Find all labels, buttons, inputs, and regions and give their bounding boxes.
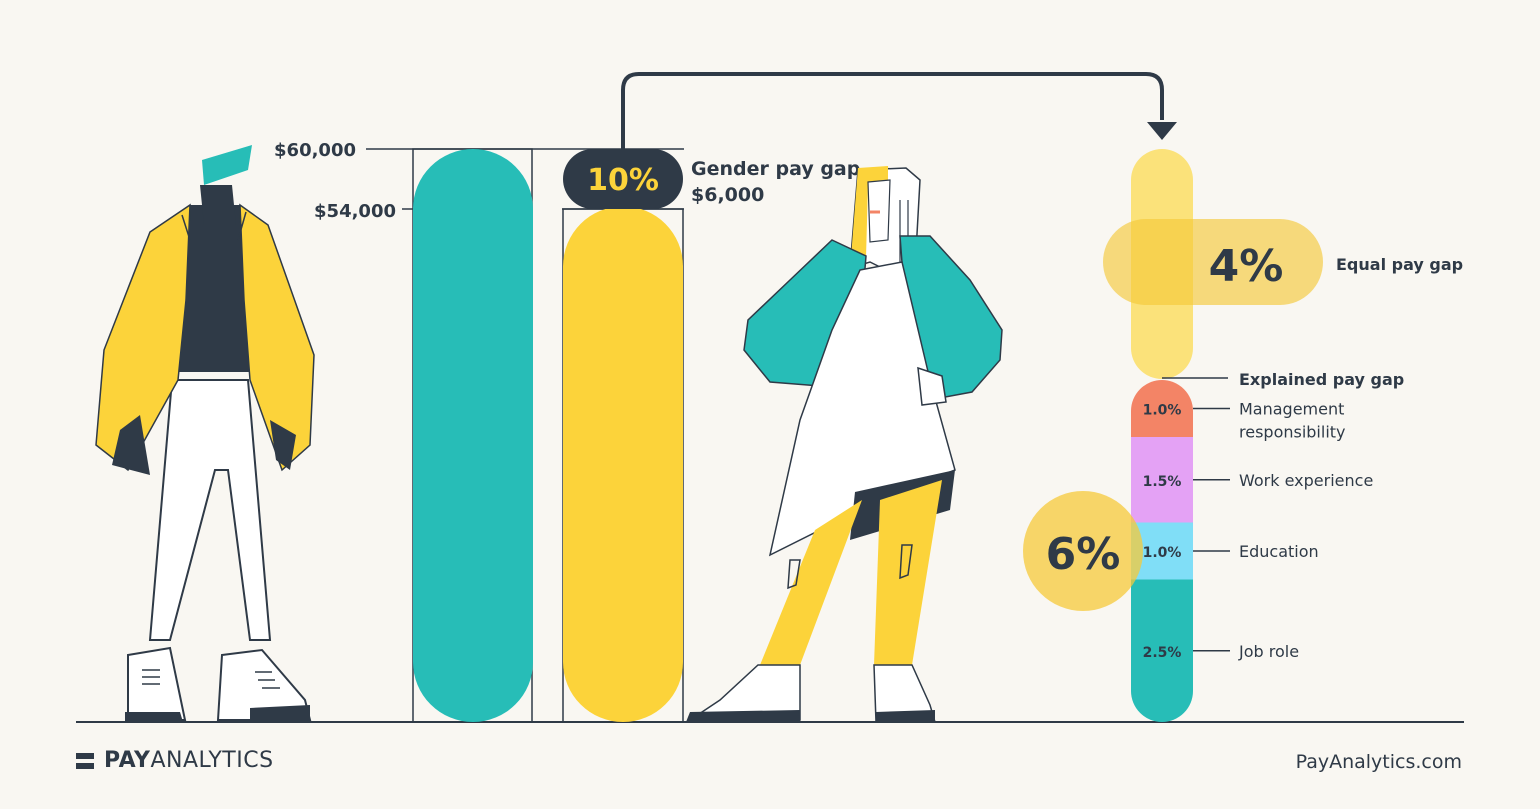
stack-category-label-2: Work experience xyxy=(1239,471,1373,490)
stack-category-label-4: Job role xyxy=(1238,642,1299,661)
stack-value-label-3: 1.0% xyxy=(1143,545,1182,561)
y-label-54000: $54,000 xyxy=(314,201,396,222)
arrow-head-icon xyxy=(1147,122,1177,140)
payanalytics-logo: PAYANALYTICS xyxy=(76,748,274,773)
stack-value-label-4: 2.5% xyxy=(1143,645,1182,661)
men-salary-bar xyxy=(413,149,533,722)
y-label-60000: $60,000 xyxy=(274,140,356,161)
salary-bar-chart: $60,000 $54,000 10% Gender pay gap $6,00… xyxy=(274,140,860,723)
stack-category-label-3: Education xyxy=(1239,542,1319,561)
equal-gap-horizontal-pill xyxy=(1103,219,1323,305)
explained-gap-stack xyxy=(1131,380,1193,722)
gap-connector-arrow xyxy=(621,72,1164,149)
stack-segment-1 xyxy=(1131,380,1193,437)
explained-gap-label: Explained pay gap xyxy=(1239,370,1404,389)
gap-percent-label: 10% xyxy=(587,163,659,198)
logo-mark-icon xyxy=(76,752,94,769)
stack-category-label-1: Management responsibility xyxy=(1239,400,1346,442)
man-illustration xyxy=(95,145,315,722)
explained-gap-stack-labels: 1.0% Management responsibility 1.5% Work exp… xyxy=(1143,400,1374,661)
stack-segment-4 xyxy=(1131,579,1193,722)
stack-value-label-1: 1.0% xyxy=(1143,403,1182,419)
stack-segment-2 xyxy=(1131,437,1193,523)
explained-gap-percent: 6% xyxy=(1046,529,1121,580)
gap-title: Gender pay gap xyxy=(691,158,860,180)
woman-illustration xyxy=(686,166,1003,723)
women-salary-bar xyxy=(563,206,683,723)
equal-gap-percent: 4% xyxy=(1209,241,1284,292)
gap-percent-badge xyxy=(563,149,683,209)
website-url: PayAnalytics.com xyxy=(1295,751,1462,773)
logo-light-text: ANALYTICS xyxy=(150,748,274,773)
gap-amount: $6,000 xyxy=(691,184,764,206)
logo-bold-text: PAY xyxy=(104,748,151,773)
equal-gap-label: Equal pay gap xyxy=(1336,255,1463,274)
pay-gap-breakdown: 4% Equal pay gap Explained pay gap 1.0% M… xyxy=(1023,149,1463,722)
explained-gap-circle xyxy=(1023,491,1143,611)
stack-value-label-2: 1.5% xyxy=(1143,474,1182,490)
logo-text: PAYANALYTICS xyxy=(104,748,274,773)
